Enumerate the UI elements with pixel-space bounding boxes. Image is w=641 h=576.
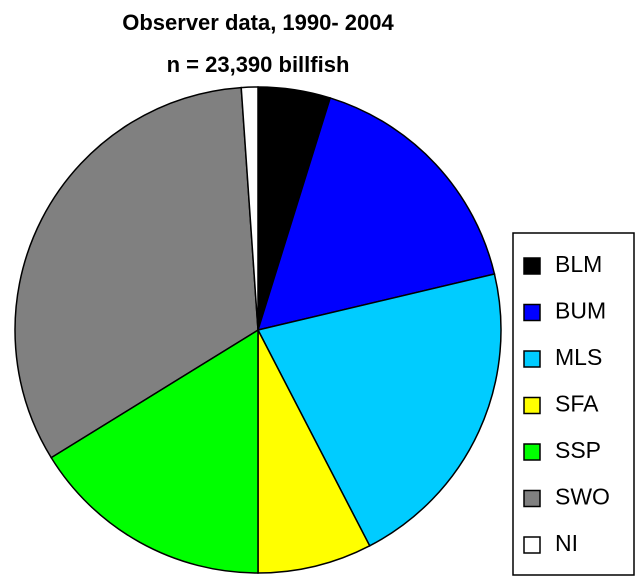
pie-slice — [256, 273, 502, 547]
legend-swatch — [523, 350, 541, 368]
pie-slice — [256, 97, 496, 332]
legend-label: SSP — [555, 437, 601, 463]
pie-slice — [240, 86, 259, 331]
legend-label: NI — [555, 530, 578, 556]
pie-slice — [257, 329, 371, 574]
legend-label: SWO — [555, 484, 610, 510]
legend-label: SFA — [555, 391, 599, 417]
legend-swatch — [523, 257, 541, 275]
legend-swatch — [523, 489, 541, 508]
pie-slice — [50, 328, 259, 574]
legend-swatch — [523, 303, 541, 322]
chart-subtitle: n = 23,390 billfish — [167, 52, 350, 77]
legend-swatch — [523, 396, 541, 415]
legend-swatch — [523, 443, 541, 461]
legend-label: BLM — [555, 251, 602, 277]
pie-slice — [14, 86, 259, 459]
legend-label: BUM — [555, 298, 606, 324]
chart-title: Observer data, 1990- 2004 — [122, 10, 394, 35]
legend-swatch — [523, 536, 541, 554]
legend-label: MLS — [555, 344, 602, 370]
